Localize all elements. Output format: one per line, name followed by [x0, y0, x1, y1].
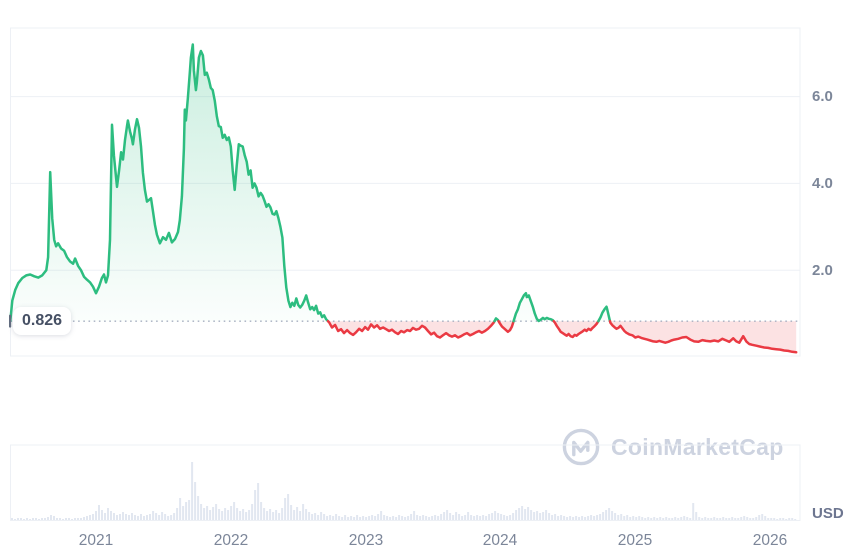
y-axis-label-4: 4.0	[812, 175, 833, 192]
x-axis-label-2022: 2022	[213, 532, 249, 549]
baseline-price-label: 0.826	[13, 307, 72, 335]
y-axis-label-2: 2.0	[812, 262, 833, 279]
x-axis-label-2021: 2021	[78, 532, 114, 549]
currency-label: USD	[812, 505, 844, 522]
x-axis-label-2023: 2023	[348, 532, 384, 549]
watermark: CoinMarketCap	[560, 426, 784, 468]
x-axis-label-2026: 2026	[752, 532, 788, 549]
watermark-text: CoinMarketCap	[611, 433, 784, 460]
y-axis-label-6: 6.0	[812, 88, 833, 105]
x-axis-label-2025: 2025	[617, 532, 653, 549]
x-axis-label-2024: 2024	[482, 532, 518, 549]
